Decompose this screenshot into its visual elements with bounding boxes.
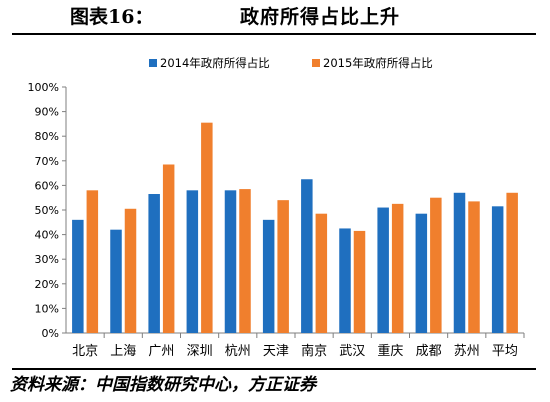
x-tick-label: 北京 xyxy=(72,344,98,359)
bar-2015 xyxy=(468,201,480,333)
x-tick-label: 南京 xyxy=(301,343,327,359)
figure-title-text: 政府所得占比上升 xyxy=(240,6,401,28)
bar-2014 xyxy=(110,229,122,333)
legend-swatch xyxy=(149,59,157,67)
legend-label: 2015年政府所得占比 xyxy=(323,56,433,70)
bar-2014 xyxy=(301,179,313,333)
top-rule xyxy=(12,33,536,35)
bar-2014 xyxy=(262,219,275,333)
y-tick-label: 50% xyxy=(35,204,59,217)
figure-label: 图表16： xyxy=(70,6,154,28)
bar-2015 xyxy=(201,122,213,333)
y-tick-label: 20% xyxy=(35,278,59,291)
bottom-rule xyxy=(12,368,536,370)
bar-chart: 0% 10% 20% 30% 40% 50% 60% 70% 80% 90% 100% 北京 上海 广州深… xyxy=(28,56,525,359)
y-tick-label: 70% xyxy=(35,155,59,168)
bar-2015 xyxy=(86,190,99,333)
bar-2014 xyxy=(491,206,504,333)
figure-title: 图表16： 政府所得占比上升 xyxy=(0,0,550,34)
x-tick-label: 重庆 xyxy=(377,343,403,359)
x-tick-label: 杭州 xyxy=(225,344,251,359)
x-tick-label: 苏州 xyxy=(454,343,480,359)
x-tick-label: 平均 xyxy=(492,344,518,359)
bar-2014 xyxy=(453,192,466,333)
bar-2015 xyxy=(315,213,328,333)
bar-2015 xyxy=(430,197,442,333)
x-tick-label: 上海 xyxy=(110,344,136,359)
bar-2014 xyxy=(415,213,428,333)
source-note: 资料来源：中国指数研究中心，方正证券 xyxy=(10,375,316,395)
y-tick-label: 30% xyxy=(35,253,59,266)
bar-2015 xyxy=(239,189,251,333)
bar-2014 xyxy=(377,207,389,333)
y-tick-label: 40% xyxy=(35,229,59,242)
x-tick-label: 武汉 xyxy=(339,344,365,359)
y-tick-label: 90% xyxy=(35,106,59,119)
bar-2015 xyxy=(162,164,175,333)
bar-2014 xyxy=(224,190,237,333)
y-tick-label: 60% xyxy=(35,179,59,192)
bar-2015 xyxy=(277,200,289,333)
legend-swatch xyxy=(312,59,320,67)
x-tick-label: 成都 xyxy=(416,344,442,359)
bar-2014 xyxy=(148,194,160,333)
bar-2015 xyxy=(391,203,404,333)
bar-2015 xyxy=(506,192,518,333)
y-tick-label: 100% xyxy=(28,81,59,94)
bar-2014 xyxy=(72,219,84,333)
bar-2014 xyxy=(339,228,351,333)
bar-2015 xyxy=(124,208,137,333)
bar-2015 xyxy=(353,230,366,333)
x-tick-label: 天津 xyxy=(263,344,289,359)
x-tick-label: 广州 xyxy=(148,344,174,359)
x-tick-label: 深圳 xyxy=(187,344,213,359)
bar-2014 xyxy=(186,190,199,333)
y-tick-label: 10% xyxy=(35,302,59,315)
y-tick-label: 80% xyxy=(35,130,59,143)
y-tick-label: 0% xyxy=(42,327,59,340)
legend-label: 2014年政府所得占比 xyxy=(160,56,270,70)
